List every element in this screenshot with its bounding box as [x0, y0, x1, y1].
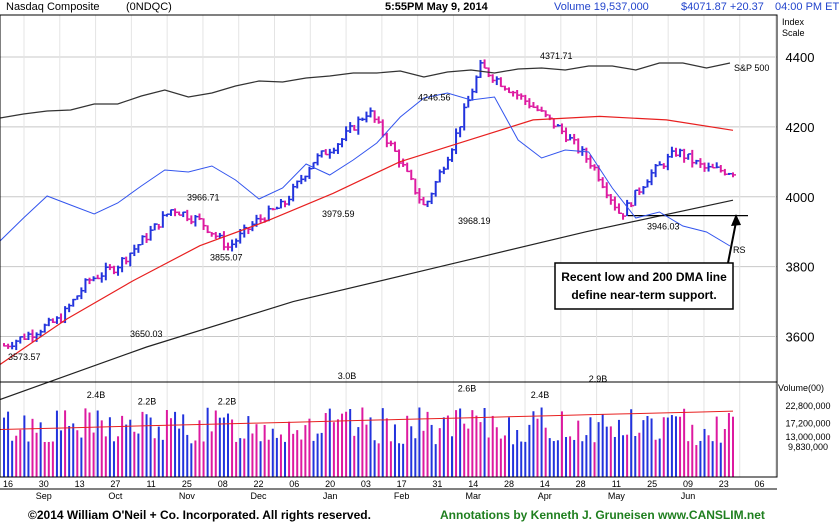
- x-month-label: Jan: [323, 491, 338, 501]
- x-month-label: Sep: [36, 491, 52, 501]
- x-day-label: 08: [218, 479, 228, 489]
- x-day-label: 14: [540, 479, 550, 489]
- index-scale-label: Scale: [782, 28, 805, 38]
- index-name: Nasdaq Composite: [6, 1, 100, 13]
- x-day-label: 20: [325, 479, 335, 489]
- volume-annotation: 2.2B: [138, 396, 157, 406]
- volume-annotation: 2.4B: [87, 390, 106, 400]
- x-day-label: 16: [3, 479, 13, 489]
- price-annotation: 3968.19: [458, 216, 491, 226]
- x-day-label: 06: [755, 479, 765, 489]
- index-scale-label: Index: [782, 17, 805, 27]
- y-tick-label: 4000: [786, 190, 815, 205]
- volume-annotation: 2.6B: [458, 384, 477, 394]
- x-day-label: 06: [289, 479, 299, 489]
- x-day-label: 17: [397, 479, 407, 489]
- time-readout: 04:00 PM ET: [775, 1, 840, 13]
- price-readout: $4071.87 +20.37: [681, 1, 764, 13]
- x-day-label: 27: [110, 479, 120, 489]
- x-month-label: May: [608, 491, 626, 501]
- rs-line: [0, 92, 731, 247]
- x-day-label: 14: [468, 479, 478, 489]
- x-day-label: 22: [254, 479, 264, 489]
- x-month-label: Nov: [179, 491, 196, 501]
- y-tick-label: 4400: [786, 50, 815, 65]
- volume-annotation: 3.0B: [338, 371, 357, 381]
- y-tick-label: 3800: [786, 260, 815, 275]
- x-month-label: Dec: [251, 491, 268, 501]
- x-day-label: 28: [504, 479, 514, 489]
- x-day-label: 11: [146, 479, 155, 489]
- x-day-label: 25: [182, 479, 192, 489]
- rs-label: RS: [733, 245, 746, 255]
- callout-text: define near-term support.: [571, 288, 716, 302]
- ma50-line: [0, 115, 734, 365]
- price-annotation: 3650.03: [130, 329, 163, 339]
- x-day-label: 03: [361, 479, 371, 489]
- price-annotation: 4371.71: [540, 51, 573, 61]
- x-day-label: 25: [647, 479, 657, 489]
- x-month-label: Jun: [681, 491, 696, 501]
- x-day-label: 13: [75, 479, 85, 489]
- callout-arrow: [727, 221, 737, 264]
- price-annotation: 3979.59: [322, 209, 355, 219]
- x-day-label: 28: [576, 479, 586, 489]
- price-annotation: 4246.56: [418, 93, 451, 103]
- price-annotation: 3855.07: [210, 252, 243, 262]
- copyright-text: ©2014 William O'Neil + Co. Incorporated.…: [28, 508, 371, 522]
- x-month-label: Feb: [394, 491, 410, 501]
- sp500-line: [0, 62, 731, 119]
- callout-box: [554, 262, 734, 310]
- x-day-label: 09: [683, 479, 693, 489]
- volume-readout: Volume 19,537,000: [554, 1, 649, 13]
- y-tick-label: 3600: [786, 330, 815, 345]
- price-annotation: 3573.57: [8, 352, 41, 362]
- price-annotation: 3966.71: [187, 192, 220, 202]
- volume-tick-label: 13,000,000: [785, 432, 830, 442]
- callout-arrowhead: [731, 214, 741, 226]
- index-symbol: (0NDQC): [126, 1, 172, 13]
- x-month-label: Mar: [465, 491, 481, 501]
- y-tick-label: 4200: [786, 120, 815, 135]
- x-day-label: 30: [39, 479, 49, 489]
- volume-tick-label: 17,200,000: [785, 419, 830, 429]
- volume-ma-line: [0, 410, 734, 430]
- price-annotation: 3946.03: [647, 222, 680, 232]
- volume-annotation: 2.2B: [218, 396, 237, 406]
- annotations-credit: Annotations by Kenneth J. Gruneisen www.…: [440, 508, 765, 522]
- volume-annotation: 2.4B: [531, 390, 550, 400]
- x-month-label: Apr: [538, 491, 552, 501]
- volume-tick-label: 9,830,000: [788, 442, 828, 452]
- x-month-label: Oct: [108, 491, 123, 501]
- ma200-line: [0, 199, 734, 401]
- volume-title: Volume(00): [778, 383, 824, 393]
- chart-datetime: 5:55PM May 9, 2014: [385, 1, 488, 13]
- x-day-label: 11: [612, 479, 621, 489]
- sp500-label: S&P 500: [734, 63, 769, 73]
- x-day-label: 31: [432, 479, 442, 489]
- volume-tick-label: 22,800,000: [785, 401, 830, 411]
- callout-text: Recent low and 200 DMA line: [561, 270, 727, 284]
- x-day-label: 23: [719, 479, 729, 489]
- volume-annotation: 2.9B: [589, 374, 608, 384]
